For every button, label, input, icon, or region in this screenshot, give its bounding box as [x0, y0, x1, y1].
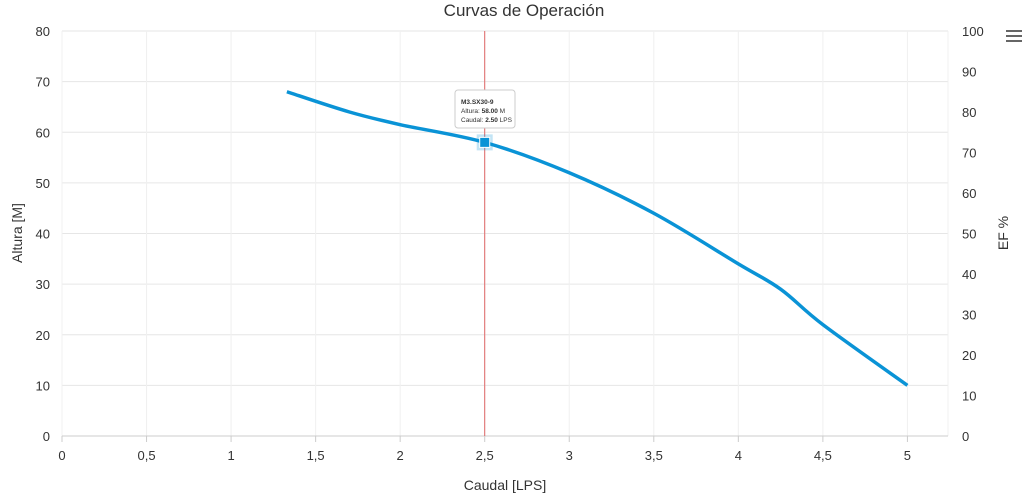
y2-tick-label: 100 [962, 24, 984, 39]
x-axis-label: Caudal [LPS] [464, 477, 547, 493]
y2-tick-label: 40 [962, 267, 976, 282]
x-tick-label: 1,5 [307, 448, 325, 463]
x-tick-label: 2 [397, 448, 404, 463]
x-tick-label: 4,5 [814, 448, 832, 463]
x-tick-label: 2,5 [476, 448, 494, 463]
y-tick-label: 10 [36, 378, 50, 393]
x-tick-label: 0 [58, 448, 65, 463]
y2-tick-label: 30 [962, 308, 976, 323]
y2-tick-label: 60 [962, 186, 976, 201]
tooltip-title: M3.SX30-9 [461, 99, 494, 106]
tooltip-line2: Caudal: 2.50 LPS [461, 117, 513, 124]
x-tick-label: 3,5 [645, 448, 663, 463]
chart-title: Curvas de Operación [444, 1, 605, 20]
tooltip-line1: Altura: 58.00 M [461, 108, 505, 115]
y-axis-label: Altura [M] [9, 203, 25, 263]
x-tick-label: 4 [735, 448, 742, 463]
tooltip: M3.SX30-9 Altura: 58.00 M Caudal: 2.50 L… [454, 89, 516, 129]
y-tick-label: 40 [36, 227, 50, 242]
y-tick-label: 60 [36, 125, 50, 140]
x-tick-label: 0,5 [138, 448, 156, 463]
axes: 0102030405060708001020304050607080901000… [36, 24, 984, 463]
y2-tick-label: 0 [962, 429, 969, 444]
y-tick-label: 80 [36, 24, 50, 39]
x-tick-label: 5 [904, 448, 911, 463]
y-tick-label: 30 [36, 277, 50, 292]
y-tick-label: 0 [43, 429, 50, 444]
data-point-marker [479, 136, 491, 148]
series-line [286, 90, 909, 387]
y-tick-label: 70 [36, 75, 50, 90]
hamburger-menu-icon[interactable] [1006, 30, 1022, 45]
y-tick-label: 50 [36, 176, 50, 191]
y2-tick-label: 50 [962, 227, 976, 242]
x-tick-label: 3 [566, 448, 573, 463]
y-tick-label: 20 [36, 328, 50, 343]
y2-tick-label: 90 [962, 65, 976, 80]
y2-tick-label: 80 [962, 105, 976, 120]
y2-tick-label: 20 [962, 348, 976, 363]
grid [61, 30, 949, 437]
y2-tick-label: 10 [962, 389, 976, 404]
y2-tick-label: 70 [962, 146, 976, 161]
x-tick-label: 1 [227, 448, 234, 463]
y2-axis-label: EF % [995, 216, 1011, 250]
